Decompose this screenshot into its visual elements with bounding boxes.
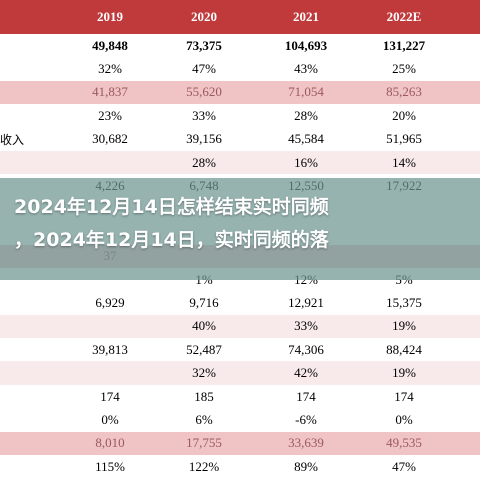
- table-cell: 20%: [392, 107, 416, 123]
- table-row: 32% 47% 43% 25%: [0, 57, 480, 81]
- table-cell: 8,010: [95, 435, 125, 451]
- table-row: 115% 122% 89% 47%: [0, 455, 480, 479]
- table-cell: 17,755: [186, 435, 222, 451]
- table-cell: 42%: [294, 365, 318, 381]
- table-cell: 73,375: [186, 37, 222, 53]
- table-cell: 43%: [294, 61, 318, 77]
- table-cell: 115%: [95, 458, 125, 474]
- table-row: 40% 33% 19%: [0, 314, 480, 339]
- table-cell: 16%: [294, 154, 318, 170]
- table-header-row: 2019 2020 2021 2022E: [0, 0, 480, 34]
- overlay-title: 2024年12月14日怎样结束实时同频 ，2024年12月14日，实时同频的落: [14, 191, 472, 257]
- title-overlay: [0, 178, 480, 280]
- table-cell: 85,263: [386, 84, 422, 100]
- overlay-title-line2: ，2024年12月14日，实时同频的落: [14, 229, 329, 251]
- table-cell: 47%: [392, 458, 416, 474]
- table-cell: 6,929: [95, 294, 125, 310]
- table-row: 39,813 52,487 74,306 88,424: [0, 338, 480, 362]
- table-cell: 0%: [101, 411, 119, 427]
- header-2022e: 2022E: [386, 9, 422, 24]
- table-cell: 47%: [192, 61, 216, 77]
- table-cell: 88,424: [386, 341, 422, 357]
- table-cell: 23%: [98, 107, 122, 123]
- table-cell: 49,848: [92, 37, 128, 53]
- table-cell: 71,054: [288, 84, 324, 100]
- table-cell: 45,584: [288, 131, 324, 147]
- table-cell: 33%: [192, 107, 216, 123]
- table-cell: 9,716: [189, 294, 219, 310]
- table-cell: 33%: [294, 318, 318, 334]
- row-label: 收入: [0, 132, 25, 147]
- table-cell: 104,693: [284, 37, 328, 53]
- table-cell: 32%: [98, 61, 122, 77]
- table-cell: 122%: [188, 458, 220, 474]
- table-cell: 28%: [192, 154, 216, 170]
- table-cell: 52,487: [186, 341, 222, 357]
- table-cell: 12,921: [288, 294, 324, 310]
- table-cell: 30,682: [92, 131, 128, 147]
- table-row: 28% 16% 14%: [0, 150, 480, 175]
- table-cell: 19%: [392, 318, 416, 334]
- table-row: 174 185 174 174: [0, 384, 480, 409]
- table-cell: 15,375: [386, 294, 422, 310]
- overlay-title-line1: 2024年12月14日怎样结束实时同频: [14, 196, 329, 218]
- table-row: 收入 30,682 39,156 45,584 51,965: [0, 127, 480, 151]
- table-row: 23% 33% 28% 20%: [0, 104, 480, 128]
- table-cell: 174: [296, 388, 316, 404]
- table-cell: 0%: [395, 411, 413, 427]
- table-row: 32% 42% 19%: [0, 361, 480, 385]
- header-2019: 2019: [97, 9, 123, 24]
- table-cell: 6%: [195, 411, 213, 427]
- table-cell: 28%: [294, 107, 318, 123]
- table-cell: 32%: [192, 365, 216, 381]
- table-cell: 39,813: [92, 341, 128, 357]
- table-cell: 55,620: [186, 84, 222, 100]
- table-row: 8,010 17,755 33,639 49,535: [0, 431, 480, 456]
- header-2021: 2021: [293, 9, 319, 24]
- table-cell: 39,156: [186, 131, 222, 147]
- table-cell: 185: [194, 388, 214, 404]
- table-cell: 19%: [392, 365, 416, 381]
- table-cell: 174: [100, 388, 120, 404]
- table-cell: 49,535: [386, 435, 422, 451]
- header-2020: 2020: [191, 9, 217, 24]
- table-cell: 14%: [392, 154, 416, 170]
- table-row: 49,848 73,375 104,693 131,227: [0, 34, 480, 58]
- table-row: 6,929 9,716 12,921 15,375: [0, 291, 480, 315]
- table-cell: 131,227: [382, 37, 426, 53]
- table-cell: -6%: [295, 411, 317, 427]
- table-cell: 174: [394, 388, 414, 404]
- table-cell: 40%: [192, 318, 216, 334]
- table-cell: 74,306: [288, 341, 324, 357]
- table-cell: 41,837: [92, 84, 128, 100]
- table-cell: 89%: [294, 458, 318, 474]
- table-cell: 33,639: [288, 435, 324, 451]
- table-cell: 25%: [392, 61, 416, 77]
- table-row: 0% 6% -6% 0%: [0, 408, 480, 432]
- table-cell: 51,965: [386, 131, 422, 147]
- table-row: 41,837 55,620 71,054 85,263: [0, 80, 480, 105]
